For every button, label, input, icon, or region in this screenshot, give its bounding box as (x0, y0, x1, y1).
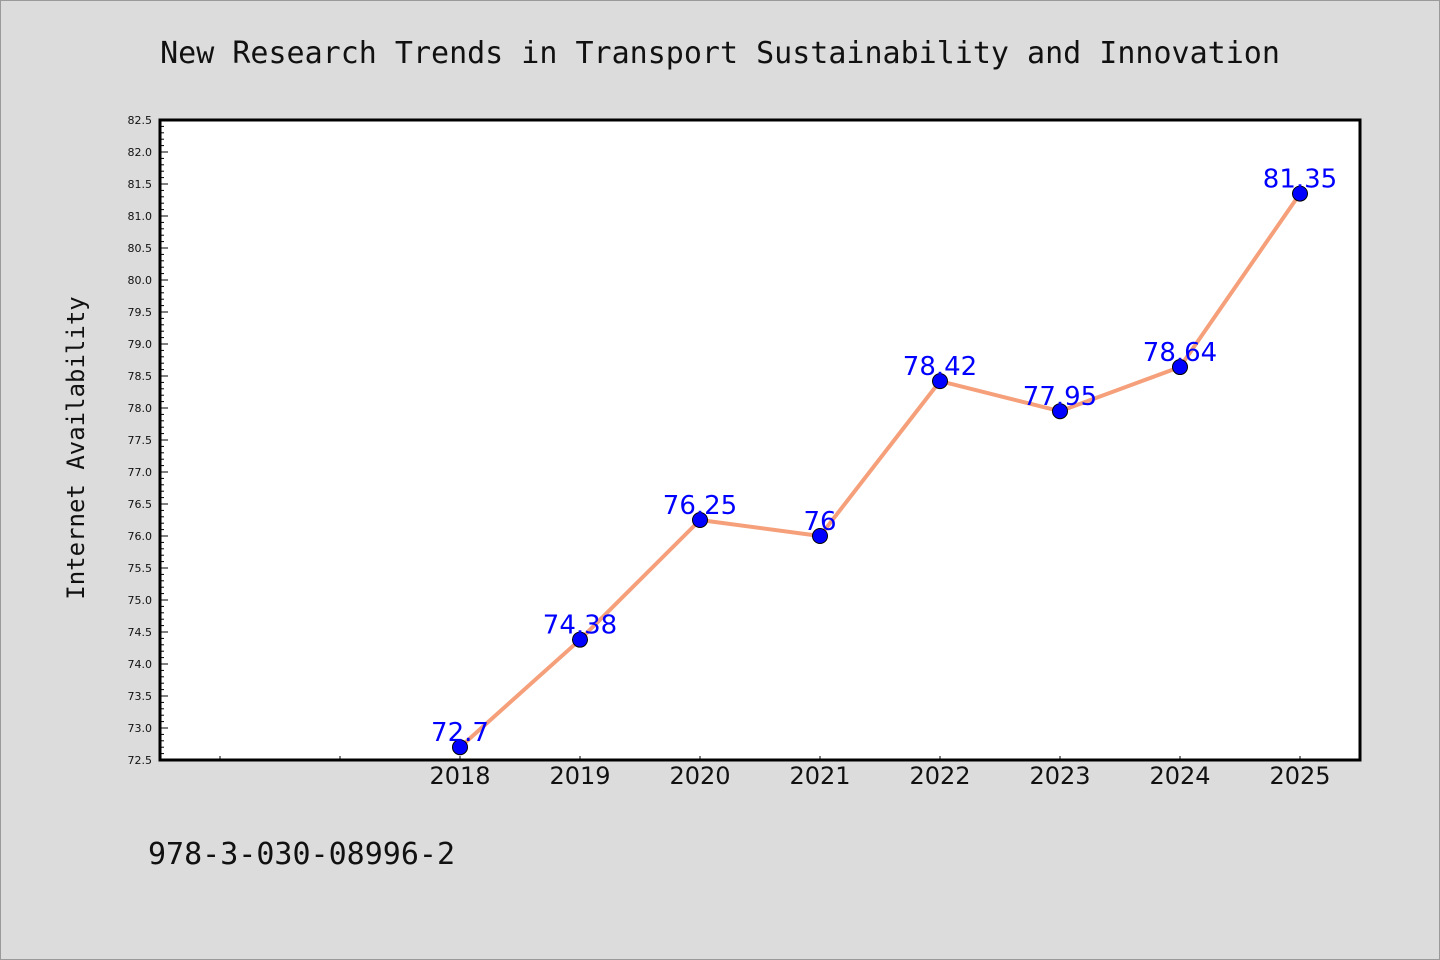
y-tick-label: 78.5 (128, 370, 153, 383)
x-tick-label: 2025 (1269, 762, 1330, 790)
y-tick-label: 75.0 (128, 594, 153, 607)
x-tick-label: 2018 (429, 762, 490, 790)
data-point-2019 (572, 631, 588, 648)
y-axis-label: Internet Availability (62, 296, 90, 599)
data-label-2025: 81.35 (1263, 165, 1337, 195)
data-point-2023 (1052, 403, 1068, 420)
x-tick-label: 2020 (669, 762, 730, 790)
y-tick-label: 73.5 (128, 690, 153, 703)
series-line (458, 192, 1302, 749)
data-point-2022 (932, 373, 948, 390)
y-tick-label: 72.5 (128, 754, 153, 767)
data-point-2024 (1172, 359, 1188, 376)
x-tick-label: 2024 (1149, 762, 1210, 790)
data-point-2020 (692, 512, 708, 528)
data-label-2020: 76.25 (663, 491, 737, 521)
x-tick-label: 2019 (549, 762, 610, 790)
data-point-2025 (1292, 185, 1308, 202)
data-label-2018: 72.7 (431, 718, 489, 748)
data-label-2024: 78.64 (1143, 338, 1217, 368)
data-label-2023: 77.95 (1023, 382, 1097, 412)
y-tick-label: 80.5 (128, 242, 153, 255)
y-tick-label: 76.0 (128, 530, 153, 543)
chart-title: New Research Trends in Transport Sustain… (160, 36, 1280, 71)
data-label-2019: 74.38 (543, 611, 617, 641)
y-tick-label: 79.5 (128, 306, 153, 319)
x-tick-label: 2023 (1029, 762, 1090, 790)
data-label-2022: 78.42 (903, 352, 977, 382)
y-tick-label: 82.0 (128, 146, 153, 159)
data-point-2021 (812, 528, 828, 544)
y-tick-label: 78.0 (128, 402, 153, 415)
y-tick-label: 81.5 (128, 178, 153, 191)
plot-border (158, 118, 1362, 762)
y-tick-label: 74.0 (128, 658, 153, 671)
y-tick-label: 79.0 (128, 338, 153, 351)
y-tick-label: 75.5 (128, 562, 153, 575)
y-tick-label: 76.5 (128, 498, 153, 511)
data-labels: 72.7 74.38 76.25 76 78.42 77.95 78.64 81.35 (431, 165, 1337, 749)
y-tick-label: 80.0 (128, 274, 153, 287)
y-tick-label: 82.5 (128, 114, 153, 127)
footer-identifier: 978-3-030-08996-2 (148, 837, 455, 872)
y-tick-label: 77.0 (128, 466, 153, 479)
y-tick-label: 74.5 (128, 626, 153, 639)
data-label-2021: 76 (803, 507, 836, 537)
y-tick-label: 81.0 (128, 210, 153, 223)
plot-area (160, 120, 1360, 760)
data-point-2018 (452, 739, 468, 756)
y-axis: 72.5 73.0 73.5 74.0 74.5 75.0 75.5 76.0 76.5 77.0… (128, 114, 168, 767)
x-axis: 2018 2019 2020 2021 2022 2023 2024 2025 (219, 756, 1331, 790)
data-series (452, 185, 1308, 756)
x-tick-label: 2021 (789, 762, 850, 790)
y-tick-label: 73.0 (128, 722, 153, 735)
x-tick-label: 2022 (909, 762, 970, 790)
y-tick-label: 77.5 (128, 434, 153, 447)
